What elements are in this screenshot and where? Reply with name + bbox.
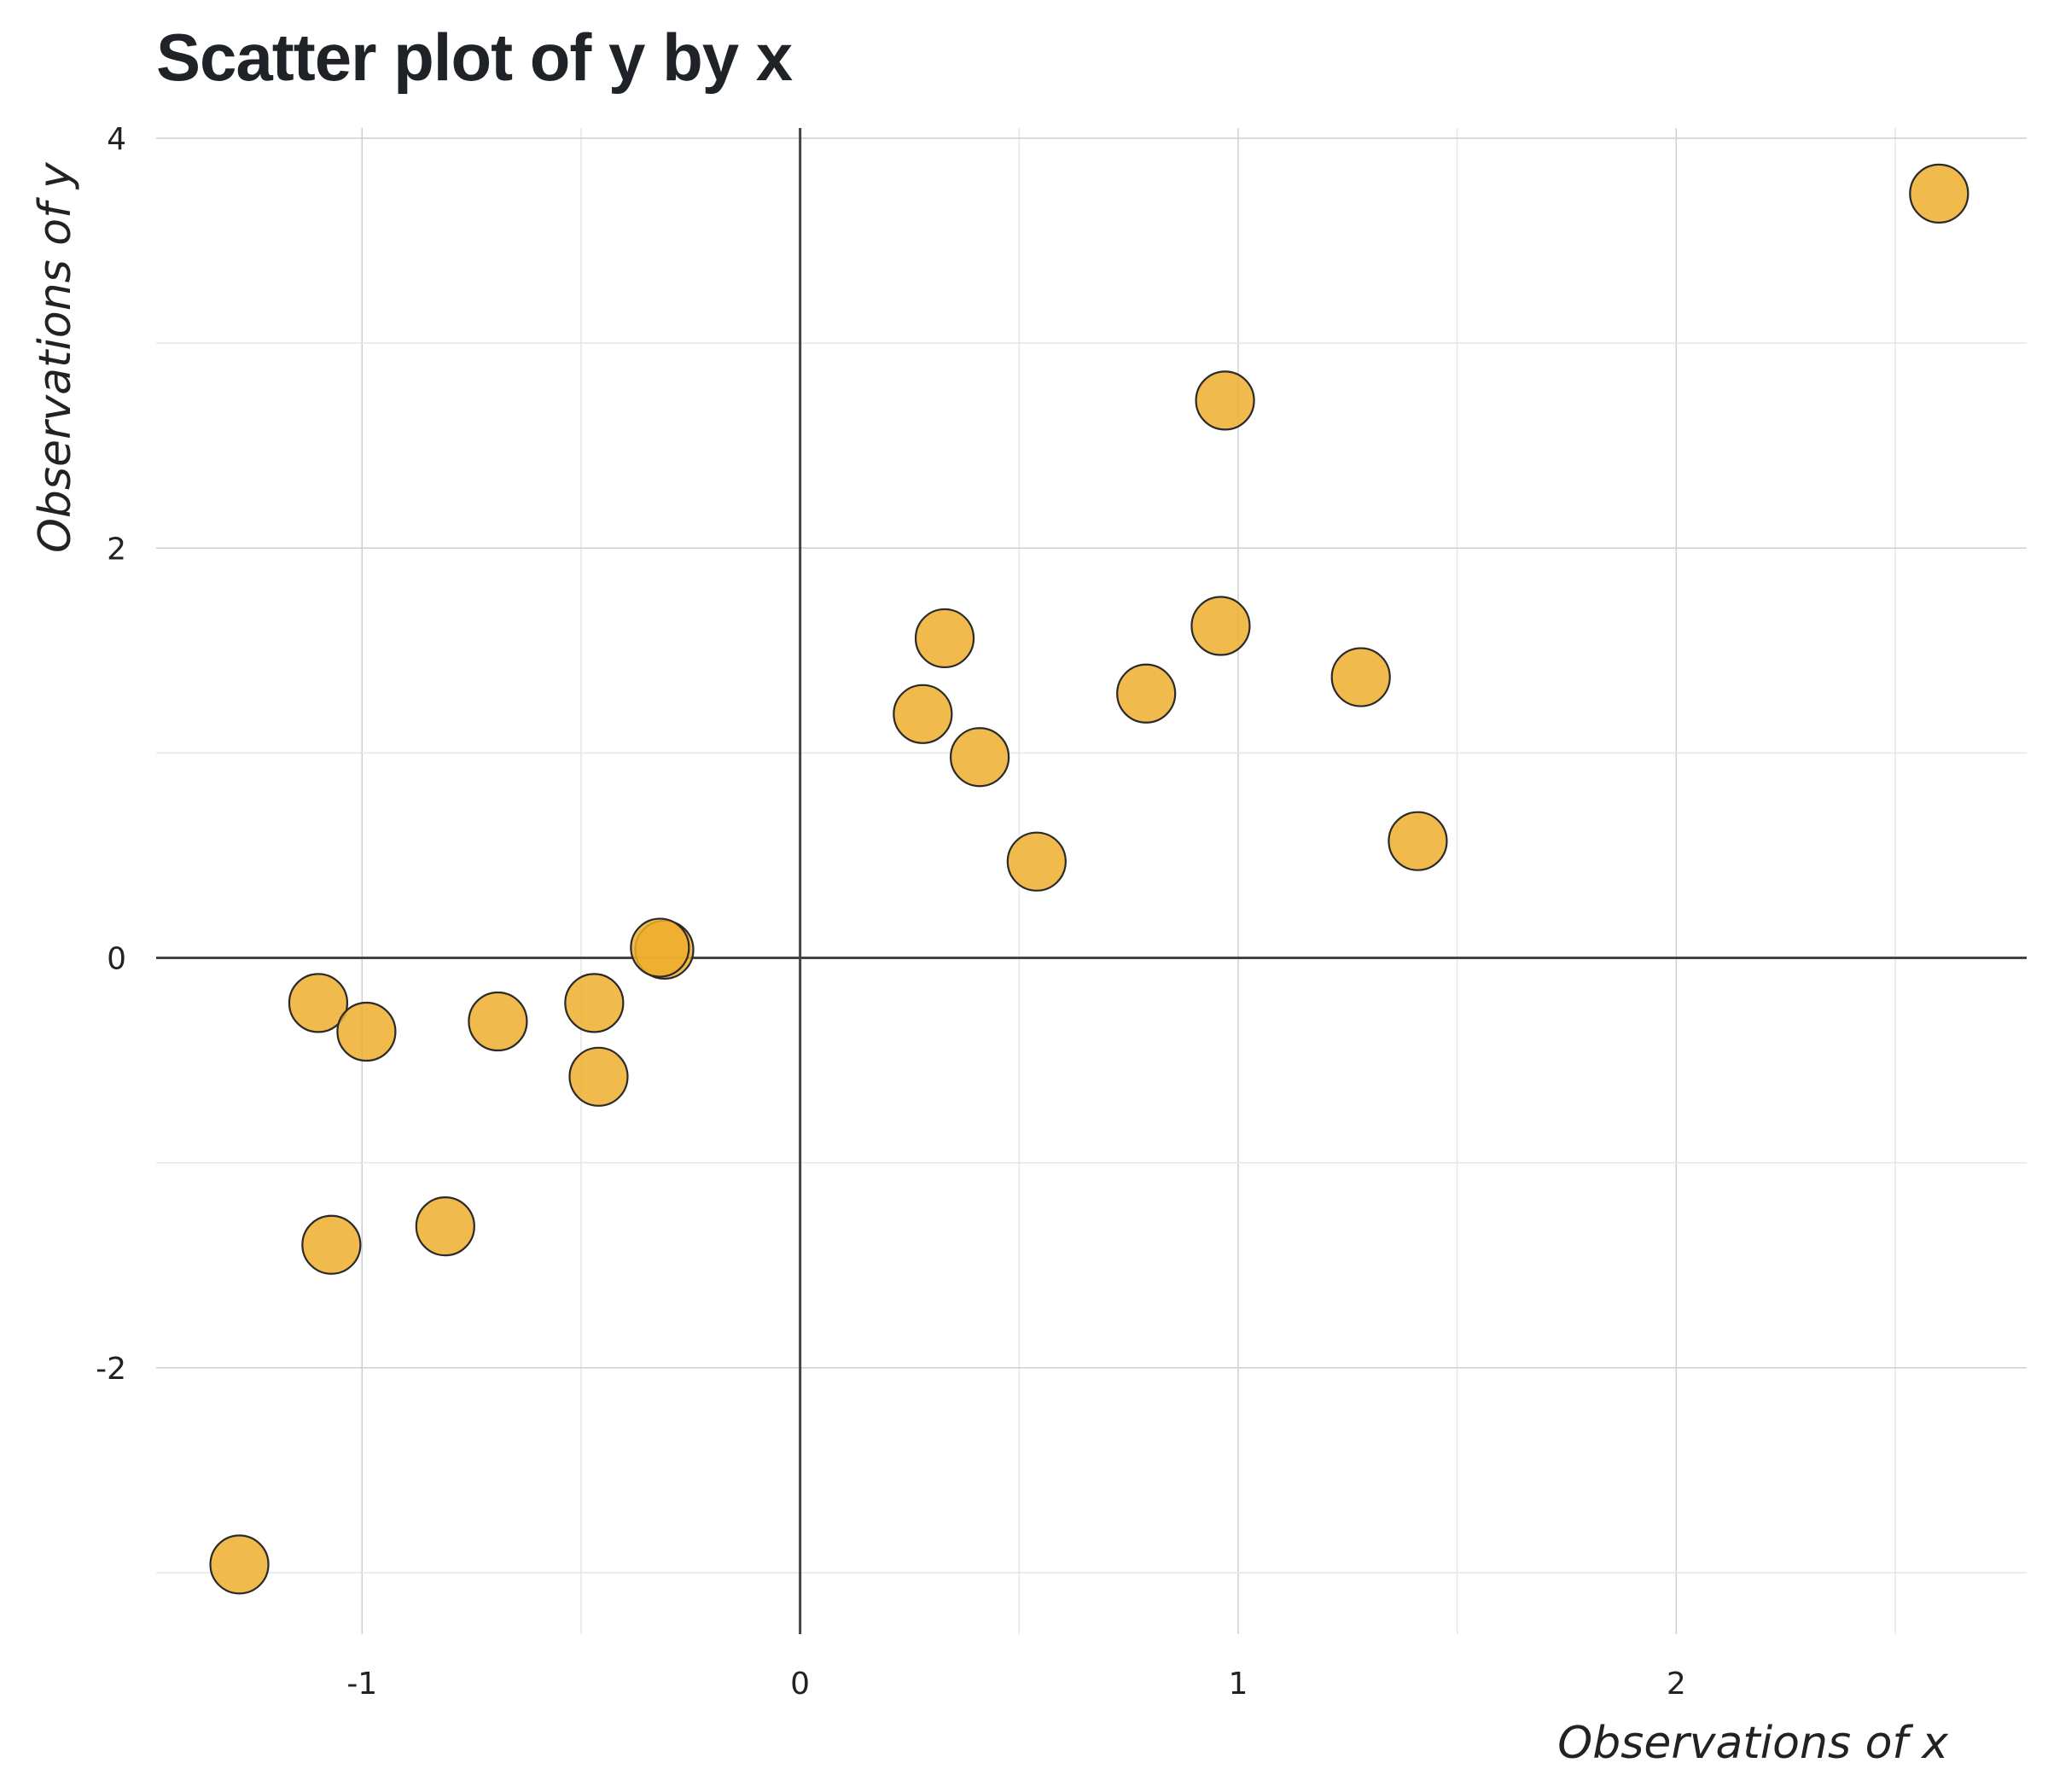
data-points [209,163,1969,1595]
y-tick-label: -2 [96,1352,126,1387]
data-point [568,1046,629,1107]
grid-lines [156,128,2027,1634]
data-point [468,991,528,1052]
data-point [288,973,349,1033]
data-point [1006,831,1067,892]
data-point [1388,811,1448,871]
data-point [1195,370,1255,431]
x-tick-label: 1 [1229,1667,1248,1702]
y-tick-label: 4 [107,122,126,157]
data-point [1909,163,1969,224]
data-point [630,917,690,978]
data-point [893,684,953,744]
zero-axes [156,128,2027,1634]
y-axis-title: Observations of y [30,161,81,553]
data-point [949,727,1010,788]
data-point [1116,663,1177,724]
data-point [415,1196,475,1257]
data-point [209,1534,270,1595]
x-tick-label: 2 [1667,1667,1686,1702]
data-point [564,973,625,1033]
data-point [1190,596,1251,656]
x-tick-label: -1 [346,1667,377,1702]
chart-title: Scatter plot of y by x [156,20,793,95]
data-point [336,1001,397,1062]
x-axis-title: Observations of x [1557,1718,1949,1769]
y-tick-label: 0 [107,942,126,977]
x-tick-label: 0 [790,1667,810,1702]
data-point [1330,647,1391,707]
data-point [301,1214,362,1275]
tick-labels: -1 0 1 2 -2 0 2 4 [96,122,1686,1702]
data-point [914,608,975,669]
y-tick-label: 2 [107,532,126,567]
